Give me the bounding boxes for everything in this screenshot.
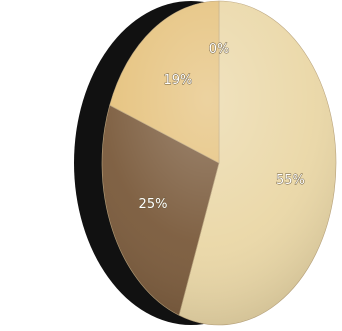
pie-gloss	[102, 1, 336, 325]
pie-labels: 0% 55% 25% 19%	[138, 42, 305, 213]
pie-label: 55%	[276, 173, 305, 188]
pie-label: 0%	[209, 42, 230, 57]
pie-label: 25%	[139, 197, 168, 212]
pie-label: 19%	[163, 73, 192, 88]
pie-gloss-overlay	[102, 1, 336, 325]
